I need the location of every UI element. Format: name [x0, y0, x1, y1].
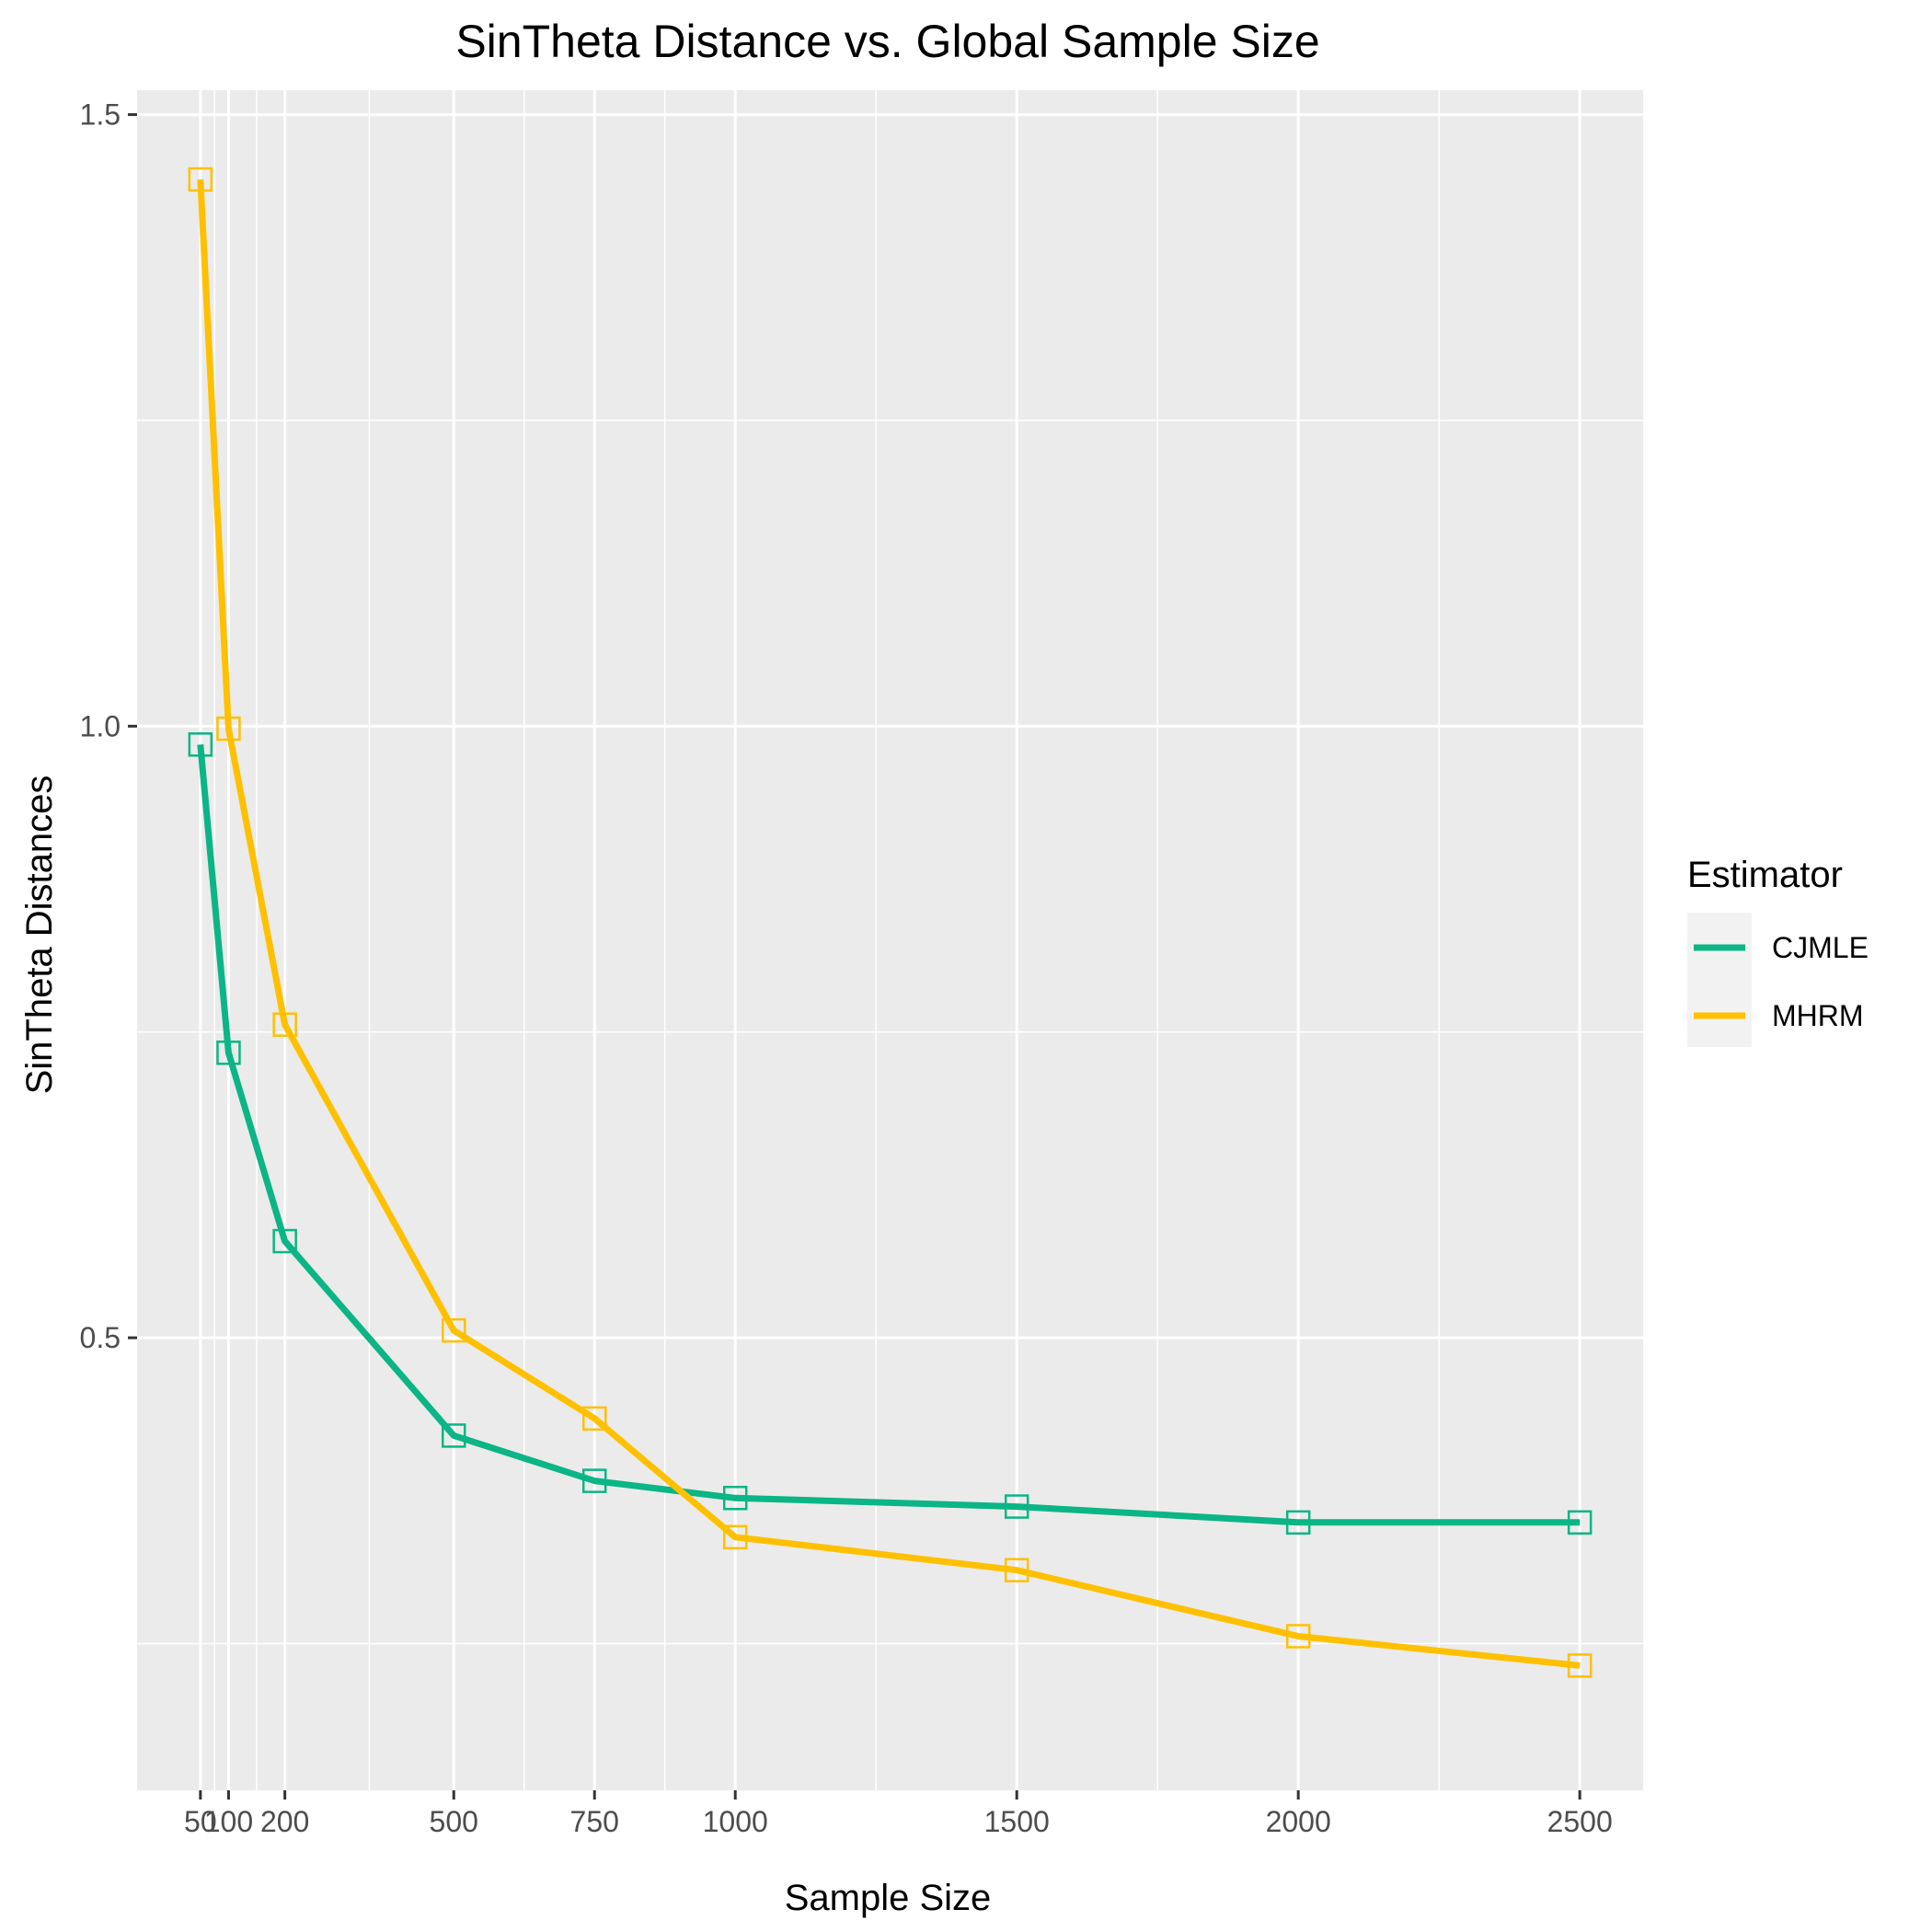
data-point-cjmle — [722, 1486, 748, 1511]
data-point-mhrm — [1004, 1558, 1029, 1582]
data-point-cjmle — [441, 1423, 466, 1448]
legend-label-cjmle: CJMLE — [1772, 931, 1869, 964]
data-point-mhrm — [216, 716, 241, 742]
x-tick-label: 2500 — [1547, 1805, 1613, 1838]
data-point-mhrm — [272, 1012, 297, 1037]
data-point-mhrm — [581, 1406, 607, 1432]
series-line-mhrm — [197, 178, 1581, 1669]
x-tick-label: 1500 — [984, 1805, 1050, 1838]
y-tick-labels: 0.5 1.0 1.5 — [80, 98, 121, 1354]
x-tick-label: 100 — [204, 1805, 253, 1838]
legend-key-background — [1687, 913, 1752, 1047]
x-tick-label: 200 — [260, 1805, 309, 1838]
plot-panel — [137, 90, 1643, 1790]
x-tick-label: 500 — [430, 1805, 478, 1838]
data-point-mhrm — [441, 1317, 466, 1343]
y-tick-label: 0.5 — [80, 1321, 121, 1354]
data-point-mhrm — [1567, 1653, 1593, 1678]
data-point-cjmle — [1285, 1510, 1311, 1535]
legend-items: CJMLE MHRM — [1694, 931, 1869, 1032]
series-line-cjmle — [197, 743, 1581, 1526]
chart-title: SinTheta Distance vs. Global Sample Size — [455, 16, 1319, 67]
data-point-cjmle — [216, 1041, 241, 1065]
x-tick-label: 1000 — [703, 1805, 768, 1838]
data-point-mhrm — [188, 167, 213, 192]
x-tick-label: 2000 — [1266, 1805, 1331, 1838]
y-tick-label: 1.0 — [80, 709, 121, 742]
data-point-cjmle — [272, 1228, 297, 1254]
minor-gridlines — [137, 90, 1643, 1790]
y-axis-title: SinTheta Distances — [19, 776, 60, 1095]
axis-ticks — [128, 113, 1581, 1800]
data-point-cjmle — [1004, 1494, 1029, 1519]
series-layer — [188, 167, 1593, 1678]
data-point-mhrm — [722, 1524, 748, 1550]
x-tick-label: 750 — [570, 1805, 619, 1838]
data-point-mhrm — [1285, 1624, 1311, 1649]
data-point-cjmle — [1567, 1510, 1593, 1535]
major-gridlines — [137, 90, 1643, 1790]
legend-title: Estimator — [1687, 855, 1843, 895]
x-axis-title: Sample Size — [785, 1878, 992, 1918]
legend: Estimator CJMLE MHRM — [1687, 855, 1869, 1047]
x-tick-label: 50 — [184, 1805, 217, 1838]
data-point-cjmle — [581, 1468, 607, 1493]
data-point-cjmle — [188, 732, 213, 757]
legend-label-mhrm: MHRM — [1772, 999, 1864, 1032]
y-tick-label: 1.5 — [80, 98, 121, 132]
